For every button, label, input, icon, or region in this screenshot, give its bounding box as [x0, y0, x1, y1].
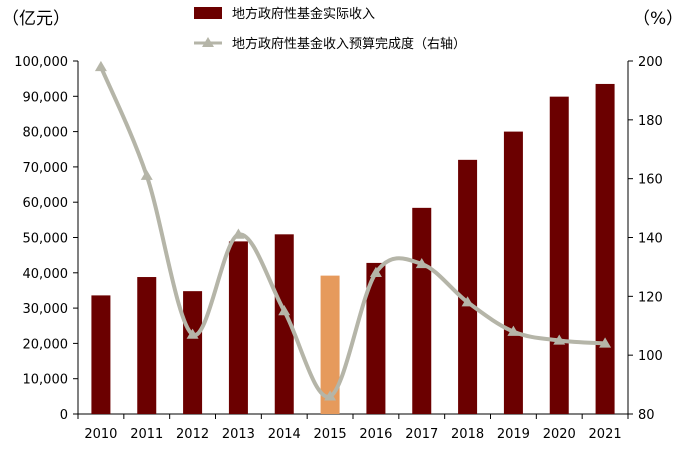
line-point	[599, 337, 612, 348]
right-tick-label: 120	[638, 290, 663, 305]
line-point	[461, 296, 474, 307]
line-point	[415, 257, 428, 269]
x-tick-label: 2014	[268, 427, 301, 442]
x-tick-label: 2020	[543, 427, 576, 442]
left-tick-label: 80,000	[23, 126, 69, 141]
bar	[549, 96, 569, 414]
legend: 地方政府性基金实际收入 地方政府性基金收入预算完成度（右轴）	[194, 6, 466, 52]
axes	[73, 60, 633, 419]
legend-bar-swatch	[194, 7, 222, 19]
bar	[320, 275, 340, 414]
line-point	[324, 390, 337, 401]
line-series-path	[99, 66, 606, 399]
line-point	[553, 334, 566, 345]
bar	[183, 291, 203, 414]
bar	[137, 277, 157, 414]
bar	[412, 207, 432, 414]
x-tick-label: 2019	[497, 427, 530, 442]
line-point	[94, 60, 107, 72]
bar	[91, 295, 111, 414]
x-tick-label: 2013	[222, 427, 255, 442]
left-tick-label: 40,000	[23, 267, 69, 282]
right-tick-label: 80	[638, 408, 655, 423]
bar	[274, 234, 294, 414]
line-point	[186, 328, 199, 339]
x-tick-label: 2017	[405, 427, 438, 442]
legend-line-label: 地方政府性基金收入预算完成度（右轴）	[232, 36, 466, 52]
right-tick-label: 180	[638, 114, 663, 129]
line-point	[232, 228, 245, 239]
line-point	[278, 305, 291, 316]
right-axis-unit: （%）	[633, 9, 683, 29]
x-tick-label: 2012	[176, 427, 209, 442]
right-tick-label: 140	[638, 232, 663, 247]
left-axis-unit: （亿元）	[2, 9, 70, 29]
x-tick-label: 2016	[359, 427, 392, 442]
legend-line-marker	[202, 37, 214, 47]
x-tick-label: 2010	[84, 427, 117, 442]
left-tick-label: 30,000	[23, 302, 69, 317]
left-tick-label: 20,000	[23, 337, 69, 352]
left-tick-label: 0	[60, 408, 68, 423]
legend-bar-label: 地方政府性基金实际收入	[232, 6, 375, 22]
x-tick-label: 2015	[314, 427, 347, 442]
line-point	[507, 325, 520, 336]
bar	[503, 131, 523, 414]
left-tick-label: 50,000	[23, 232, 69, 247]
left-tick-label: 60,000	[23, 196, 69, 211]
line-series	[94, 60, 612, 401]
bar	[228, 241, 248, 414]
bars	[91, 83, 615, 414]
tick-labels: 0 10,000 20,000 30,000 40,000 50,000 60,000 70,…	[14, 55, 663, 442]
right-tick-label: 160	[638, 173, 663, 188]
x-tick-label: 2018	[451, 427, 484, 442]
left-tick-label: 10,000	[23, 373, 69, 388]
bar	[458, 159, 478, 414]
left-tick-label: 70,000	[23, 161, 69, 176]
right-tick-label: 100	[638, 349, 663, 364]
x-tick-label: 2011	[130, 427, 163, 442]
right-tick-label: 200	[638, 55, 663, 70]
bar	[595, 83, 615, 414]
left-tick-label: 90,000	[23, 90, 69, 105]
left-tick-label: 100,000	[14, 55, 68, 70]
bar	[366, 262, 386, 414]
x-tick-label: 2021	[589, 427, 622, 442]
line-point	[369, 266, 382, 277]
line-point	[140, 169, 153, 180]
